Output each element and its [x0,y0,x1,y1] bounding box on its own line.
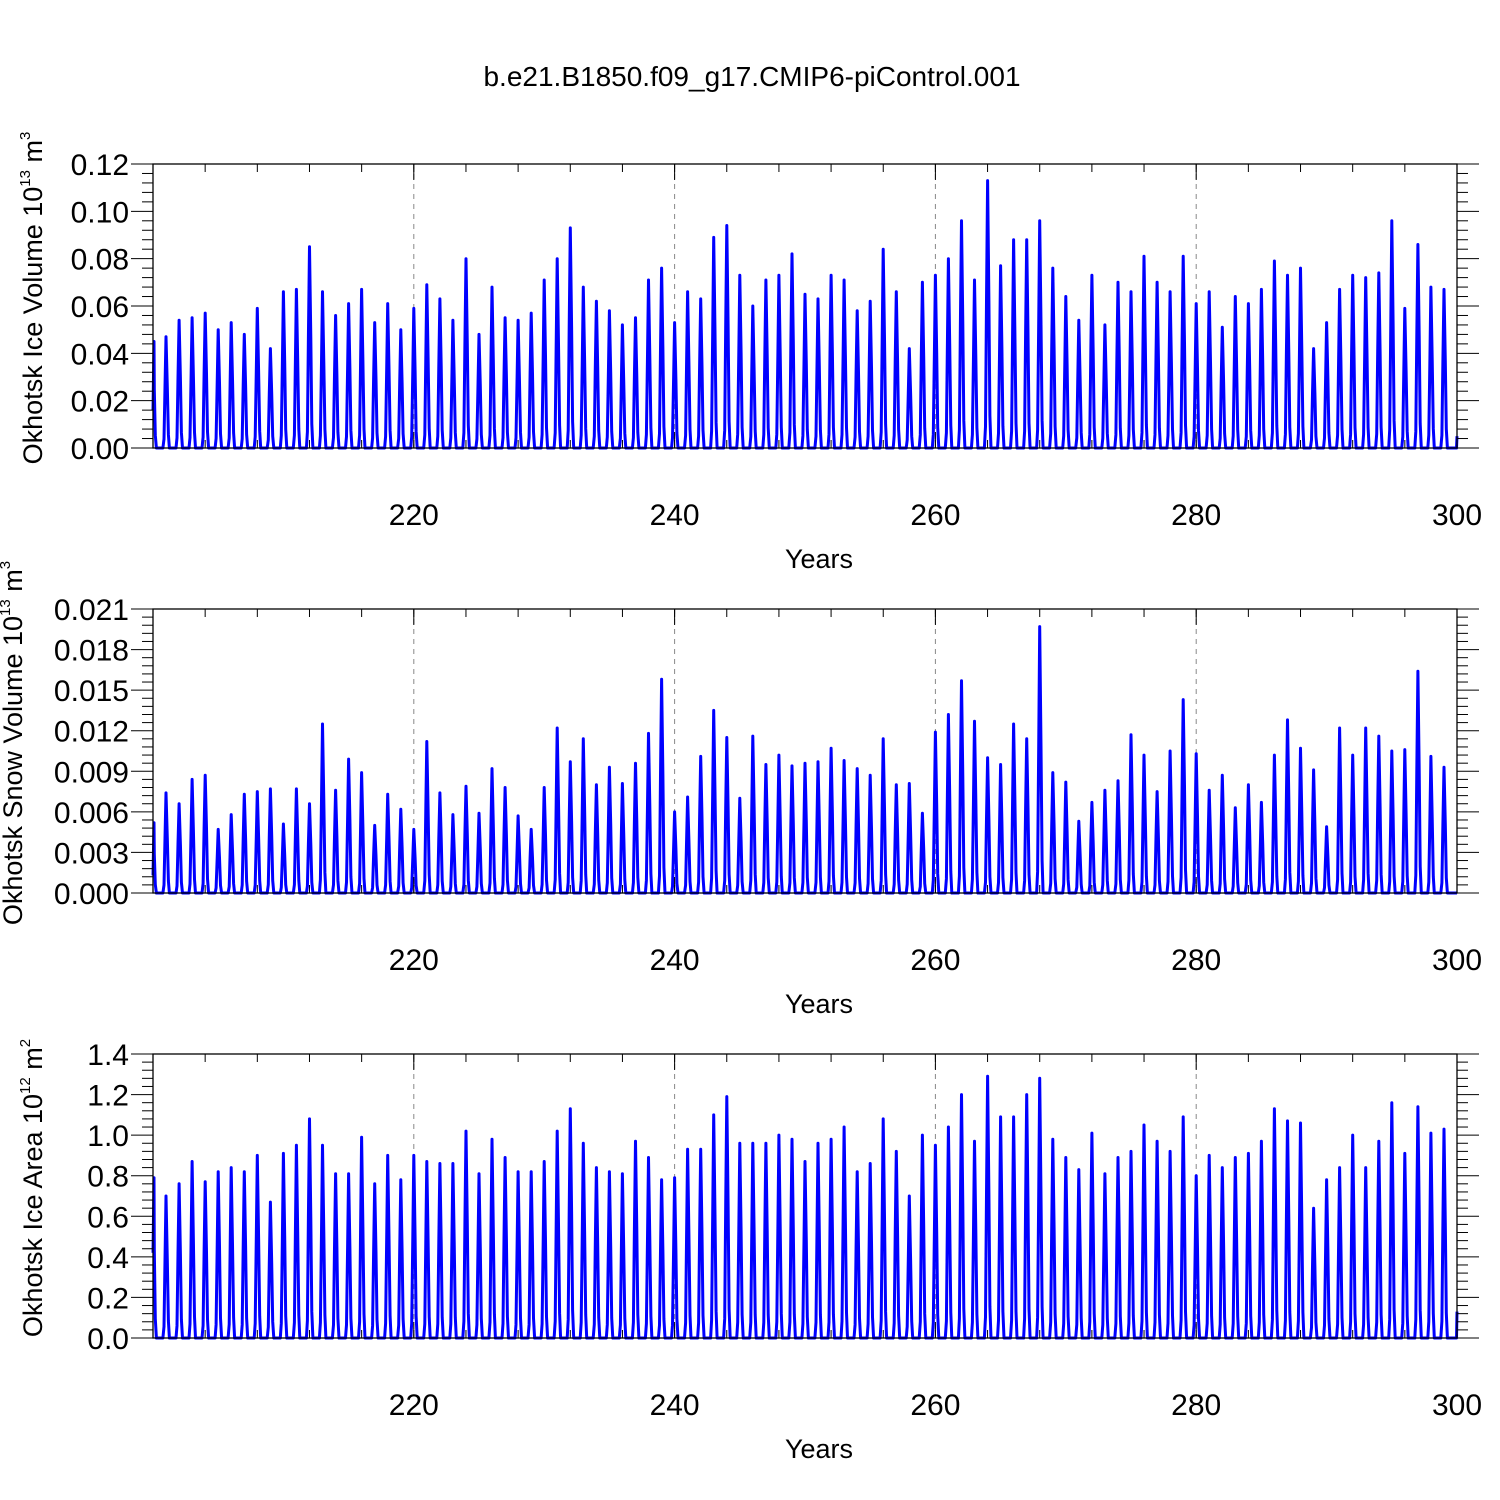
y-tick-label: 0.012 [54,716,129,749]
x-tick-label: 300 [1432,499,1482,532]
x-tick-label: 260 [910,944,960,977]
y-axis-label: Okhotsk Ice Area 1012 m2 [17,1039,48,1337]
y-axis-label-text: Okhotsk Ice Volume 10 [18,187,48,465]
y-axis-label: Okhotsk Ice Volume 1013 m3 [17,132,48,465]
y-axis-label-text: Okhotsk Ice Area 10 [18,1094,48,1337]
x-tick-label: 240 [650,499,700,532]
x-tick-label: 220 [389,944,439,977]
series-line [151,625,1458,895]
y-tick-label: 0.02 [71,386,129,419]
y-axis-label-text: m [18,1047,48,1077]
y-axis-label-text: m [0,569,28,599]
plot-frame [152,608,1458,894]
panel-3: 220 240 260 280 300 0.0 0.2 0.4 0.6 0.8 1.0 1.2 1.4 Y… [17,1039,1482,1464]
panel-1: 220 240 260 280 300 0.00 0.02 0.04 0.06 0.08 0.10 0… [17,132,1482,574]
x-tick-label: 220 [389,499,439,532]
y-tick-label: 0.003 [54,837,129,870]
x-axis-label: Years [785,544,853,574]
panels: 220 240 260 280 3000.000.020.040.060.080.100… [0,132,1482,1464]
plot-frame [152,1053,1458,1339]
y-tick-label: 0.00 [71,433,129,466]
y-axis-label-text: Okhotsk Snow Volume 10 [0,616,28,925]
y-tick-label: 0.021 [54,594,129,627]
y-tick-label: 0.4 [87,1242,129,1275]
x-tick-label: 280 [1171,944,1221,977]
x-axis-label: Years [785,1434,853,1464]
figure-title: b.e21.B1850.f09_g17.CMIP6-piControl.001 [483,61,1020,92]
y-tick-label: 0.2 [87,1282,129,1315]
y-axis-label: Okhotsk Snow Volume 1013 m3 [0,561,28,925]
y-axis-label-superscript: 2 [17,1039,34,1047]
y-tick-label: 0.8 [87,1161,129,1194]
y-tick-label: 0.000 [54,878,129,911]
y-axis-label-superscript: 3 [0,561,14,569]
y-axis-label-superscript: 13 [17,170,34,187]
y-tick-label: 0.009 [54,756,129,789]
y-axis-label-superscript: 13 [0,599,14,616]
y-axis-label-superscript: 12 [17,1077,34,1094]
y-tick-label: 0.04 [71,338,129,371]
x-tick-label: 260 [910,1389,960,1422]
y-tick-label: 0.6 [87,1201,129,1234]
y-tick-label: 0.0 [87,1323,129,1356]
y-axis-label-superscript: 3 [17,132,34,140]
x-tick-label: 300 [1432,1389,1482,1422]
panel-2: 220 240 260 280 300 0.000 0.003 0.006 0.009 0.012… [0,561,1482,1019]
y-tick-label: 0.12 [71,149,129,182]
x-tick-label: 280 [1171,499,1221,532]
x-tick-label: 220 [389,1389,439,1422]
x-tick-label: 300 [1432,944,1482,977]
y-tick-label: 1.0 [87,1120,129,1153]
x-axis-label: Years [785,989,853,1019]
series-line [151,1074,1459,1340]
x-tick-label: 240 [650,1389,700,1422]
y-tick-label: 0.015 [54,675,129,708]
y-tick-label: 1.4 [87,1039,129,1072]
x-tick-label: 240 [650,944,700,977]
y-tick-label: 0.006 [54,797,129,830]
y-tick-label: 0.10 [71,196,129,229]
y-tick-label: 1.2 [87,1080,129,1113]
y-tick-label: 0.018 [54,635,129,668]
series-line [151,179,1459,450]
x-tick-label: 280 [1171,1389,1221,1422]
y-tick-label: 0.08 [71,244,129,277]
y-axis-label-text: m [18,140,48,170]
x-tick-label: 260 [910,499,960,532]
y-tick-label: 0.06 [71,291,129,324]
